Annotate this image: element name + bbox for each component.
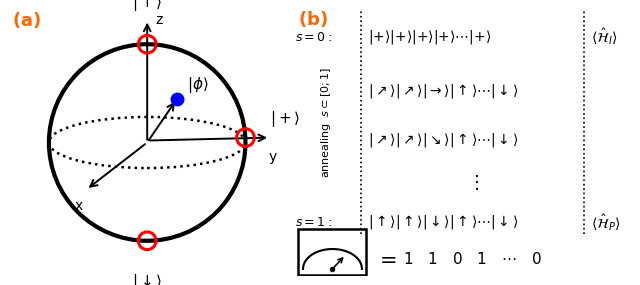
Text: $\langle\hat{\mathcal{H}}_P\rangle$: $\langle\hat{\mathcal{H}}_P\rangle$ bbox=[591, 212, 621, 233]
Text: annealing  $s\subset[0;1]$: annealing $s\subset[0;1]$ bbox=[319, 67, 333, 178]
Text: $s=0:$: $s=0:$ bbox=[294, 30, 332, 44]
Text: $|\uparrow\rangle|\uparrow\rangle|\downarrow\rangle|\uparrow\rangle \cdots |\dow: $|\uparrow\rangle|\uparrow\rangle|\downa… bbox=[368, 213, 518, 231]
Text: $|+\rangle$: $|+\rangle$ bbox=[270, 109, 301, 129]
Text: $\vdots$: $\vdots$ bbox=[467, 173, 479, 192]
Text: $\mathbf{(b)}$: $\mathbf{(b)}$ bbox=[298, 9, 328, 28]
Text: $|\uparrow\rangle$: $|\uparrow\rangle$ bbox=[132, 0, 163, 13]
Text: $|\downarrow\rangle$: $|\downarrow\rangle$ bbox=[132, 272, 163, 285]
Text: $|\nearrow\rangle|\nearrow\rangle|\searrow\rangle|\uparrow\rangle \cdots |\downa: $|\nearrow\rangle|\nearrow\rangle|\searr… bbox=[368, 131, 518, 149]
Text: $s=1:$: $s=1:$ bbox=[294, 216, 332, 229]
Text: $|{+}\rangle|{+}\rangle|{+}\rangle|{+}\rangle \cdots |{+}\rangle$: $|{+}\rangle|{+}\rangle|{+}\rangle|{+}\r… bbox=[368, 28, 491, 46]
Text: $|\nearrow\rangle|\nearrow\rangle|\rightarrow\rangle|\uparrow\rangle \cdots |\do: $|\nearrow\rangle|\nearrow\rangle|\right… bbox=[368, 82, 518, 100]
Text: $|\phi\rangle$: $|\phi\rangle$ bbox=[186, 75, 208, 95]
Text: $=$: $=$ bbox=[375, 249, 396, 269]
Text: x: x bbox=[74, 200, 83, 213]
Text: y: y bbox=[269, 150, 277, 164]
Text: $\mathbf{(a)}$: $\mathbf{(a)}$ bbox=[12, 10, 41, 30]
Text: z: z bbox=[155, 13, 163, 27]
Text: $1 \quad 1 \quad 0 \quad 1 \quad \cdots \quad 0$: $1 \quad 1 \quad 0 \quad 1 \quad \cdots … bbox=[403, 251, 542, 267]
Text: $\langle\hat{\mathcal{H}}_I\rangle$: $\langle\hat{\mathcal{H}}_I\rangle$ bbox=[591, 27, 618, 47]
